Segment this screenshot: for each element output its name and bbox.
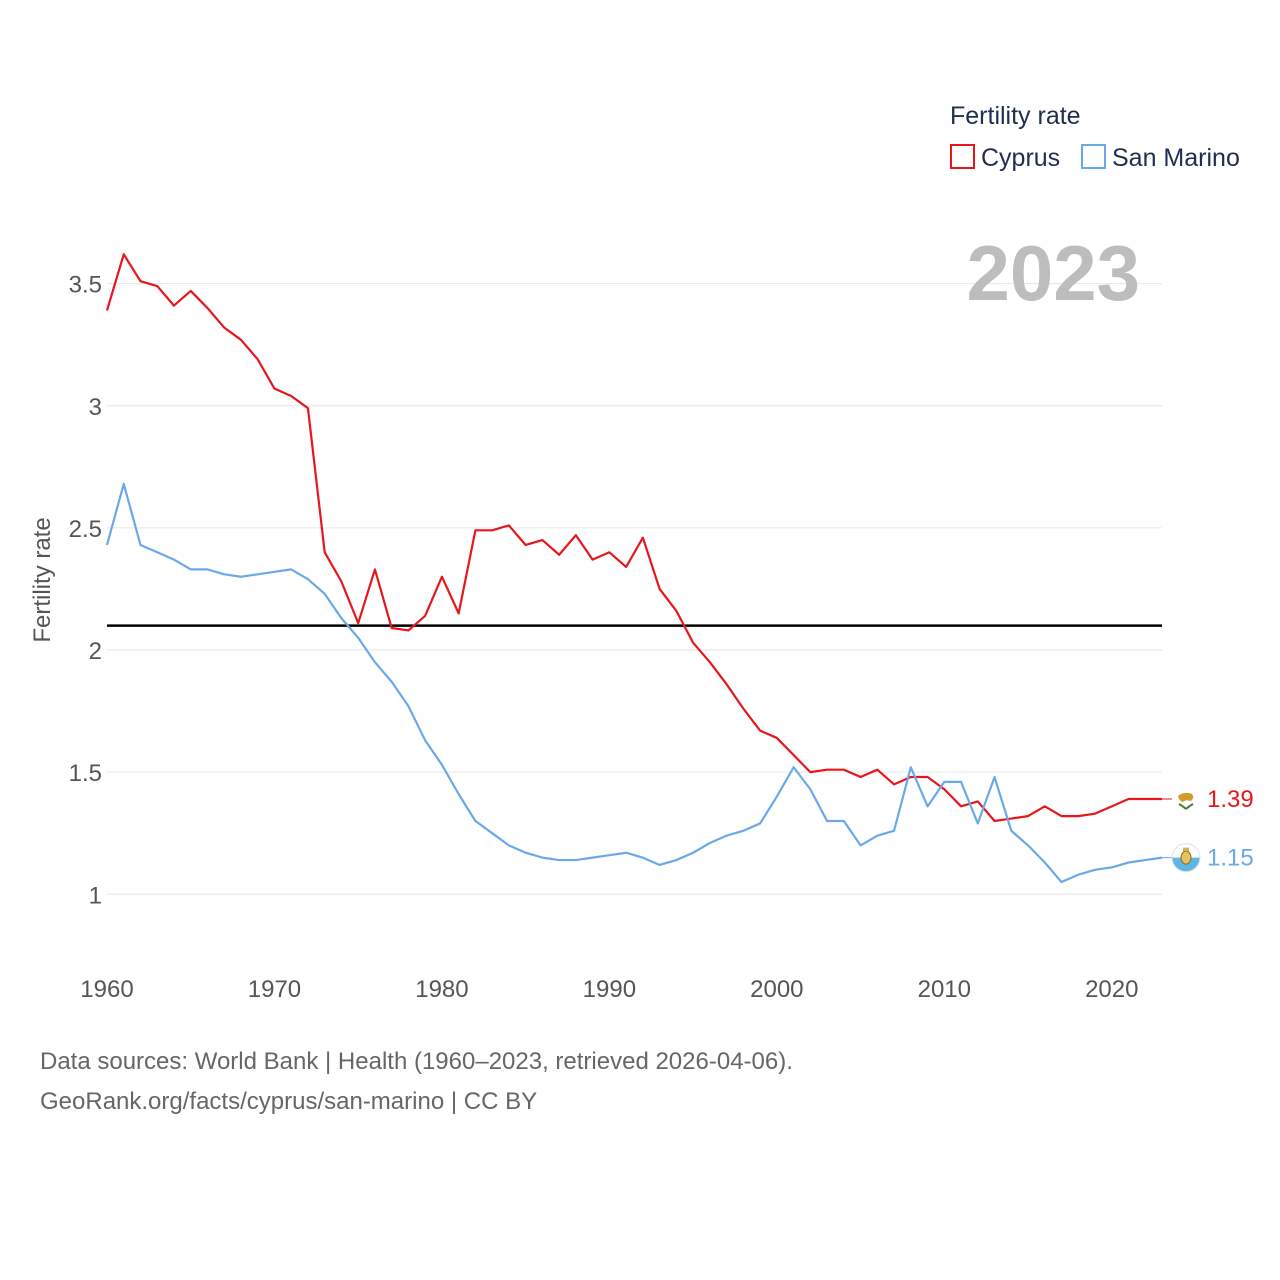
x-axis-ticks: 1960 1970 1980 1990 2000 2010 2020: [80, 976, 1138, 1003]
legend-item-san-marino[interactable]: San Marino: [1081, 144, 1240, 172]
y-tick-label: 2: [89, 638, 102, 665]
series-lines: [105, 253, 1163, 884]
end-markers: 1.39 1.15: [1162, 785, 1254, 873]
x-tick-label: 1980: [415, 976, 468, 1003]
san-marino-end-value: 1.15: [1207, 845, 1254, 872]
x-tick-label: 2000: [750, 976, 803, 1003]
gridlines: [107, 283, 1162, 895]
y-tick-label: 2.5: [69, 516, 102, 543]
series-line-cyprus[interactable]: [105, 253, 1162, 823]
x-tick-label: 2010: [918, 976, 971, 1003]
source-line-2[interactable]: GeoRank.org/facts/cyprus/san-marino | CC…: [40, 1088, 538, 1115]
x-tick-label: 1990: [583, 976, 636, 1003]
series-line-san-marino[interactable]: [105, 482, 1163, 884]
legend-label-cyprus: Cyprus: [981, 144, 1060, 172]
y-tick-label: 1: [89, 882, 102, 909]
y-axis-label: Fertility rate: [29, 517, 56, 642]
legend: Fertility rate Cyprus San Marino: [950, 102, 1240, 172]
x-tick-label: 2020: [1085, 976, 1138, 1003]
y-axis-ticks: 1 1.5 2 2.5 3 3.5: [69, 272, 102, 910]
y-tick-label: 3.5: [69, 272, 102, 299]
legend-swatch-cyprus: [950, 144, 975, 169]
y-tick-label: 1.5: [69, 760, 102, 787]
legend-label-san-marino: San Marino: [1112, 144, 1240, 172]
cyprus-end-value: 1.39: [1207, 786, 1254, 813]
cyprus-flag-icon: [1172, 785, 1200, 814]
year-label: 2023: [966, 229, 1140, 317]
x-tick-label: 1960: [80, 976, 133, 1003]
x-tick-label: 1970: [248, 976, 301, 1003]
legend-item-cyprus[interactable]: Cyprus: [950, 144, 1060, 172]
san-marino-flag-icon: [1171, 843, 1201, 873]
source-line-1: Data sources: World Bank | Health (1960–…: [40, 1048, 793, 1075]
y-tick-label: 3: [89, 394, 102, 421]
legend-swatch-san-marino: [1081, 144, 1106, 169]
legend-title: Fertility rate: [950, 102, 1081, 130]
source-note: Data sources: World Bank | Health (1960–…: [40, 1042, 793, 1122]
